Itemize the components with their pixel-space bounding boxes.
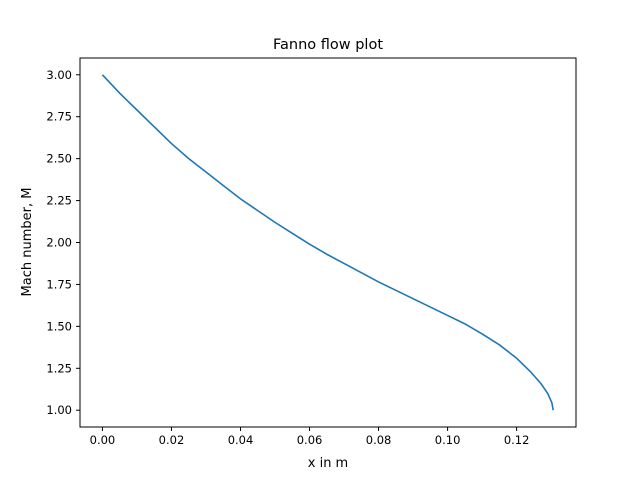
- x-tick-label: 0.00: [90, 433, 116, 447]
- y-tick-label: 2.50: [46, 152, 72, 166]
- x-axis-label: x in m: [308, 456, 348, 471]
- series-line-0: [101, 74, 555, 411]
- plot-area: [101, 74, 555, 411]
- y-tick-label: 2.75: [46, 110, 72, 124]
- y-tick-label: 3.00: [46, 68, 72, 82]
- x-tick-label: 0.06: [297, 433, 323, 447]
- y-tick-label: 2.25: [46, 194, 72, 208]
- y-tick-label: 1.50: [46, 319, 72, 333]
- x-tick-label: 0.12: [504, 433, 530, 447]
- chart-title: Fanno flow plot: [273, 37, 383, 53]
- y-tick-label: 1.00: [46, 403, 72, 417]
- x-tick-label: 0.08: [366, 433, 392, 447]
- x-tick-label: 0.10: [435, 433, 461, 447]
- y-tick-label: 2.00: [46, 236, 72, 250]
- y-axis-label: Mach number, M: [20, 188, 35, 297]
- y-tick-label: 1.25: [46, 361, 72, 375]
- y-tick-label: 1.75: [46, 277, 72, 291]
- x-tick-label: 0.04: [228, 433, 254, 447]
- y-axis: 1.00 1.25 1.50 1.75 2.00 2.25 2.50 2.75 3.00: [46, 68, 80, 417]
- x-tick-label: 0.02: [159, 433, 185, 447]
- x-axis: 0.00 0.02 0.04 0.06 0.08 0.10 0.12: [90, 427, 530, 447]
